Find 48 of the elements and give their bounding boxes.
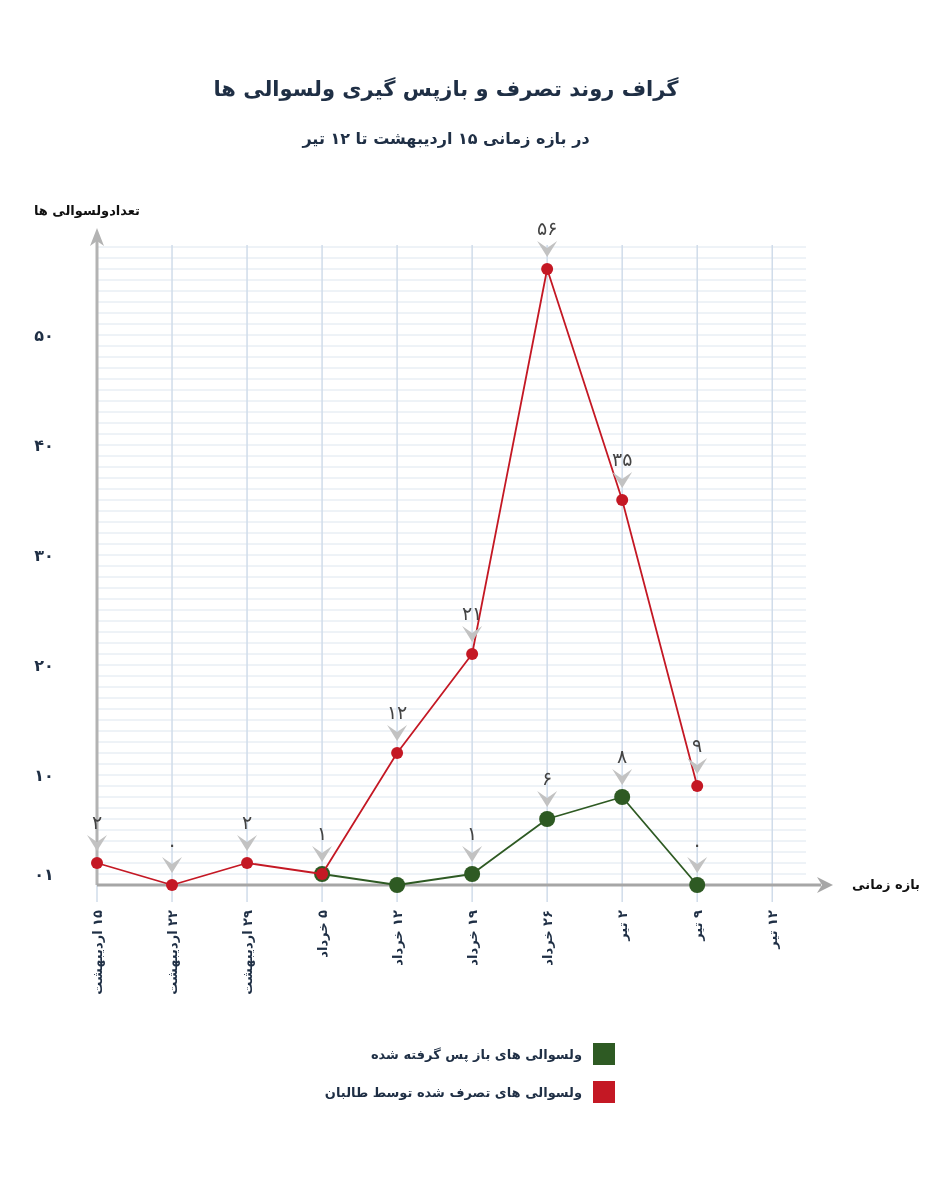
data-label: ۹: [692, 734, 703, 756]
point: [91, 857, 103, 869]
y-tick-label: ۲۰: [34, 656, 54, 675]
y-tick-label: ۱۰: [34, 766, 54, 785]
point: [466, 648, 479, 660]
x-tick-label: ۲ تیر: [615, 909, 631, 942]
point: [241, 857, 254, 869]
x-tick-label: ۲۶ خرداد: [540, 910, 556, 966]
x-tick-label: ۱۲ تیر: [765, 909, 781, 950]
x-tick-label: ۱۵ اردیبهشت: [90, 909, 105, 995]
data-label: ۵۶: [536, 217, 558, 239]
point: [539, 811, 556, 827]
y-axis-title: تعدادولسوالی ها: [33, 203, 140, 218]
data-label: ۶: [542, 767, 553, 789]
point: [614, 789, 631, 805]
data-label: ۲: [241, 811, 253, 833]
y-tick-label: ۵۰: [34, 326, 54, 345]
chart-title: گراف روند تصرف و بازپس گیری ولسوالی ها: [213, 76, 680, 101]
x-tick-label: ۲۲ اردیبهشت: [165, 909, 181, 995]
chart-subtitle: در بازه زمانی ۱۵ اردیبهشت تا ۱۲ تیر: [301, 129, 590, 148]
x-axis-title: بازه زمانی: [852, 877, 920, 892]
data-label: ۲: [91, 811, 103, 833]
data-label: ۱۲: [386, 701, 408, 723]
point: [541, 263, 554, 275]
point: [464, 866, 481, 882]
point: [391, 747, 404, 759]
legend-label: ولسوالی های باز پس گرفته شده: [370, 1047, 582, 1062]
y-tick-label: ۰۱: [34, 865, 54, 884]
y-tick-label: ۳۰: [34, 546, 54, 565]
point: [616, 494, 629, 506]
data-label: ۱: [316, 822, 328, 844]
x-tick-label: ۵ خرداد: [315, 909, 331, 958]
x-tick-label: ۹ تیر: [690, 909, 706, 942]
point: [389, 877, 406, 893]
data-label: ۸: [617, 745, 628, 767]
data-label: ۱: [467, 822, 478, 844]
data-label: ۳۵: [611, 448, 633, 470]
point: [689, 877, 706, 893]
x-tick-label: ۲۹ اردیبهشت: [240, 909, 256, 995]
x-tick-label: ۱۹ خرداد: [465, 909, 481, 966]
y-tick-label: ۴۰: [34, 436, 54, 455]
x-tick-label: ۱۲ خرداد: [390, 909, 406, 966]
point: [691, 780, 704, 792]
data-label: ۰: [166, 833, 178, 855]
data-label: ۲۱: [461, 602, 483, 624]
legend-label: ولسوالی های تصرف شده توسط طالبان: [324, 1085, 582, 1100]
point: [166, 879, 179, 891]
data-label: ۰: [692, 833, 703, 855]
